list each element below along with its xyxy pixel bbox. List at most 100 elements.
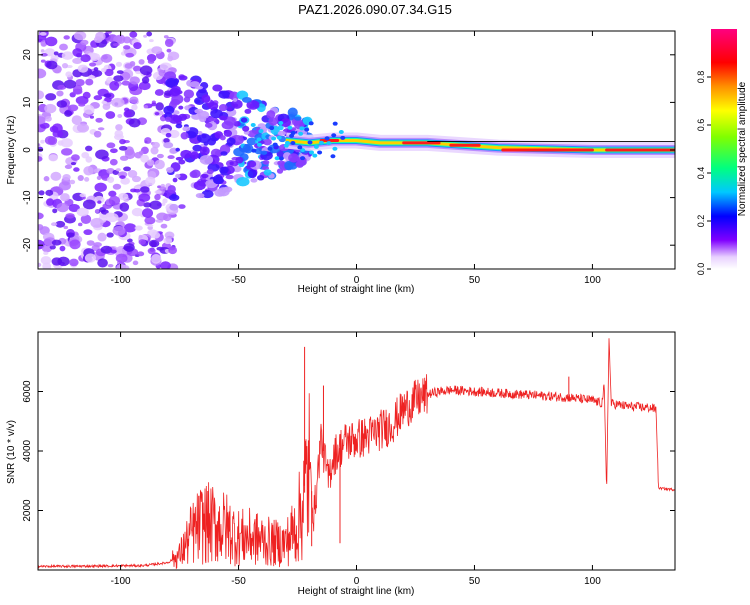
spectrogram-noise-blob — [138, 239, 147, 245]
snr-trace — [38, 338, 675, 570]
spectrogram-noise-blob — [167, 155, 175, 160]
spectrogram-noise-blob — [167, 55, 174, 62]
spectrogram-noise-blob — [61, 62, 69, 69]
spectrogram-noise-blob — [65, 213, 75, 219]
spectrogram-transition-blob — [172, 177, 178, 183]
spectrogram-transition-blob — [229, 161, 234, 166]
snr-frame — [37, 331, 676, 571]
colorbar-label: Normalized spectral amplitude — [737, 81, 748, 216]
spectrogram-noise-blob — [103, 93, 112, 98]
spectrogram-noise-blob — [69, 258, 79, 267]
spectrogram-noise-blob — [105, 111, 116, 119]
spectrogram-noise-blob — [94, 195, 105, 204]
spectrogram-noise-blob — [115, 34, 126, 44]
spectrogram-noise-blob — [45, 93, 57, 101]
spectrogram-transition-blob — [218, 90, 231, 99]
spectrogram-ridge-blob — [300, 156, 306, 161]
spectrogram-noise-blob — [63, 79, 77, 89]
spectrogram-noise-blob — [119, 155, 129, 161]
spectrogram-transition-blob — [247, 169, 257, 179]
colorbar-tick-label: 0.6 — [696, 119, 706, 132]
spectrogram-noise-blob — [51, 239, 62, 246]
spectrogram-noise-blob — [85, 145, 93, 152]
spectrogram-transition-blob — [173, 78, 180, 84]
spectrogram-noise-blob — [70, 161, 77, 166]
spectrogram-x-tick-label: 100 — [584, 275, 601, 286]
spectrogram-transition-blob — [178, 105, 184, 110]
spectrogram-ridge-blob — [297, 145, 303, 150]
spectrogram-ridge-blob — [317, 150, 323, 155]
spectrogram-ridge-blob — [269, 126, 275, 131]
spectrogram-noise-blob — [148, 239, 160, 248]
spectrogram-ridge-blob — [276, 135, 282, 140]
spectrogram-noise-blob — [46, 60, 58, 70]
spectrogram-noise-blob — [150, 146, 159, 155]
spectrogram-transition-blob — [199, 154, 214, 165]
spectrogram-noise-blob — [69, 179, 76, 185]
spectrogram-transition-blob — [288, 153, 300, 163]
spectrogram-transition-blob — [175, 123, 183, 129]
spectrogram-noise-blob — [115, 253, 128, 263]
snr-x-label: Height of straight line (km) — [298, 586, 415, 597]
spectrogram-transition-blob — [219, 166, 229, 174]
spectrogram-noise-blob — [108, 195, 121, 206]
spectrogram-noise-blob — [84, 253, 97, 263]
spectrogram-transition-blob — [163, 105, 175, 115]
spectrogram-y-tick-label: 0 — [22, 147, 33, 153]
spectrogram-transition-blob — [219, 135, 226, 141]
spectrogram-transition-blob — [190, 151, 199, 160]
spectrogram-noise-blob — [112, 169, 120, 175]
spectrogram-noise-blob — [130, 188, 137, 193]
spectrogram-transition-blob — [263, 169, 272, 176]
spectrogram-noise-blob — [108, 190, 117, 197]
spectrogram-transition-blob — [213, 176, 225, 185]
spectrogram-noise-blob — [60, 193, 70, 202]
spectrogram-transition-blob — [201, 190, 214, 199]
spectrogram-noise-blob — [88, 62, 97, 67]
snr-x-tick-label: -100 — [111, 576, 131, 587]
spectrogram-transition-blob — [210, 109, 223, 119]
spectrogram-noise-blob — [40, 59, 46, 63]
spectrogram-noise-blob — [93, 36, 103, 43]
spectrogram-transition-blob — [189, 170, 198, 178]
spectrogram-noise-blob — [101, 100, 108, 105]
spectrogram-ridge-blob — [330, 154, 336, 159]
snr-x-tick-label: 50 — [469, 576, 481, 587]
spectrogram-noise-blob — [131, 207, 144, 217]
spectrogram-noise-blob — [91, 69, 103, 77]
spectrogram-noise-blob — [67, 104, 79, 112]
spectrogram-noise-blob — [166, 48, 172, 53]
spectrogram-ridge-blob — [312, 153, 318, 158]
spectrogram-noise-blob — [59, 43, 68, 51]
spectrogram-ridge-blob — [308, 121, 314, 126]
spectrogram-noise-blob — [95, 117, 103, 123]
spectrogram-ridge-blob — [258, 129, 264, 134]
spectrogram-y-label: Frequency (Hz) — [6, 116, 17, 185]
snr-x-tick-label: 0 — [354, 576, 360, 587]
colorbar-tick-label: 0.0 — [696, 263, 706, 276]
spectrogram-transition-blob — [180, 131, 189, 140]
spectrogram-noise-blob — [151, 254, 162, 264]
spectrogram-noise-blob — [129, 76, 140, 85]
spectrogram-ridge-blob — [313, 144, 319, 149]
spectrogram-transition-blob — [171, 85, 181, 93]
spectrogram-noise-blob — [127, 169, 138, 178]
spectrogram-transition-blob — [212, 84, 223, 92]
spectrogram-transition-blob — [182, 126, 191, 132]
spectrogram-noise-blob — [82, 91, 91, 99]
spectrogram-noise-blob — [147, 224, 154, 228]
spectrogram-noise-blob — [50, 171, 62, 181]
spectrogram-transition-blob — [194, 108, 204, 114]
spectrogram-noise-blob — [106, 142, 116, 149]
spectrogram-x-tick-label: -100 — [111, 275, 131, 286]
spectrogram-noise-blob — [160, 261, 171, 269]
spectrogram-x-label: Height of straight line (km) — [298, 284, 415, 295]
spectrogram-noise-blob — [51, 257, 63, 266]
spectrogram-transition-blob — [175, 147, 181, 152]
spectrogram-transition-blob — [287, 107, 298, 118]
spectrogram-noise-blob — [66, 232, 75, 238]
spectrogram-noise-blob — [116, 263, 127, 269]
spectrogram-transition-blob — [262, 160, 270, 165]
spectrogram-noise-blob — [38, 262, 42, 268]
